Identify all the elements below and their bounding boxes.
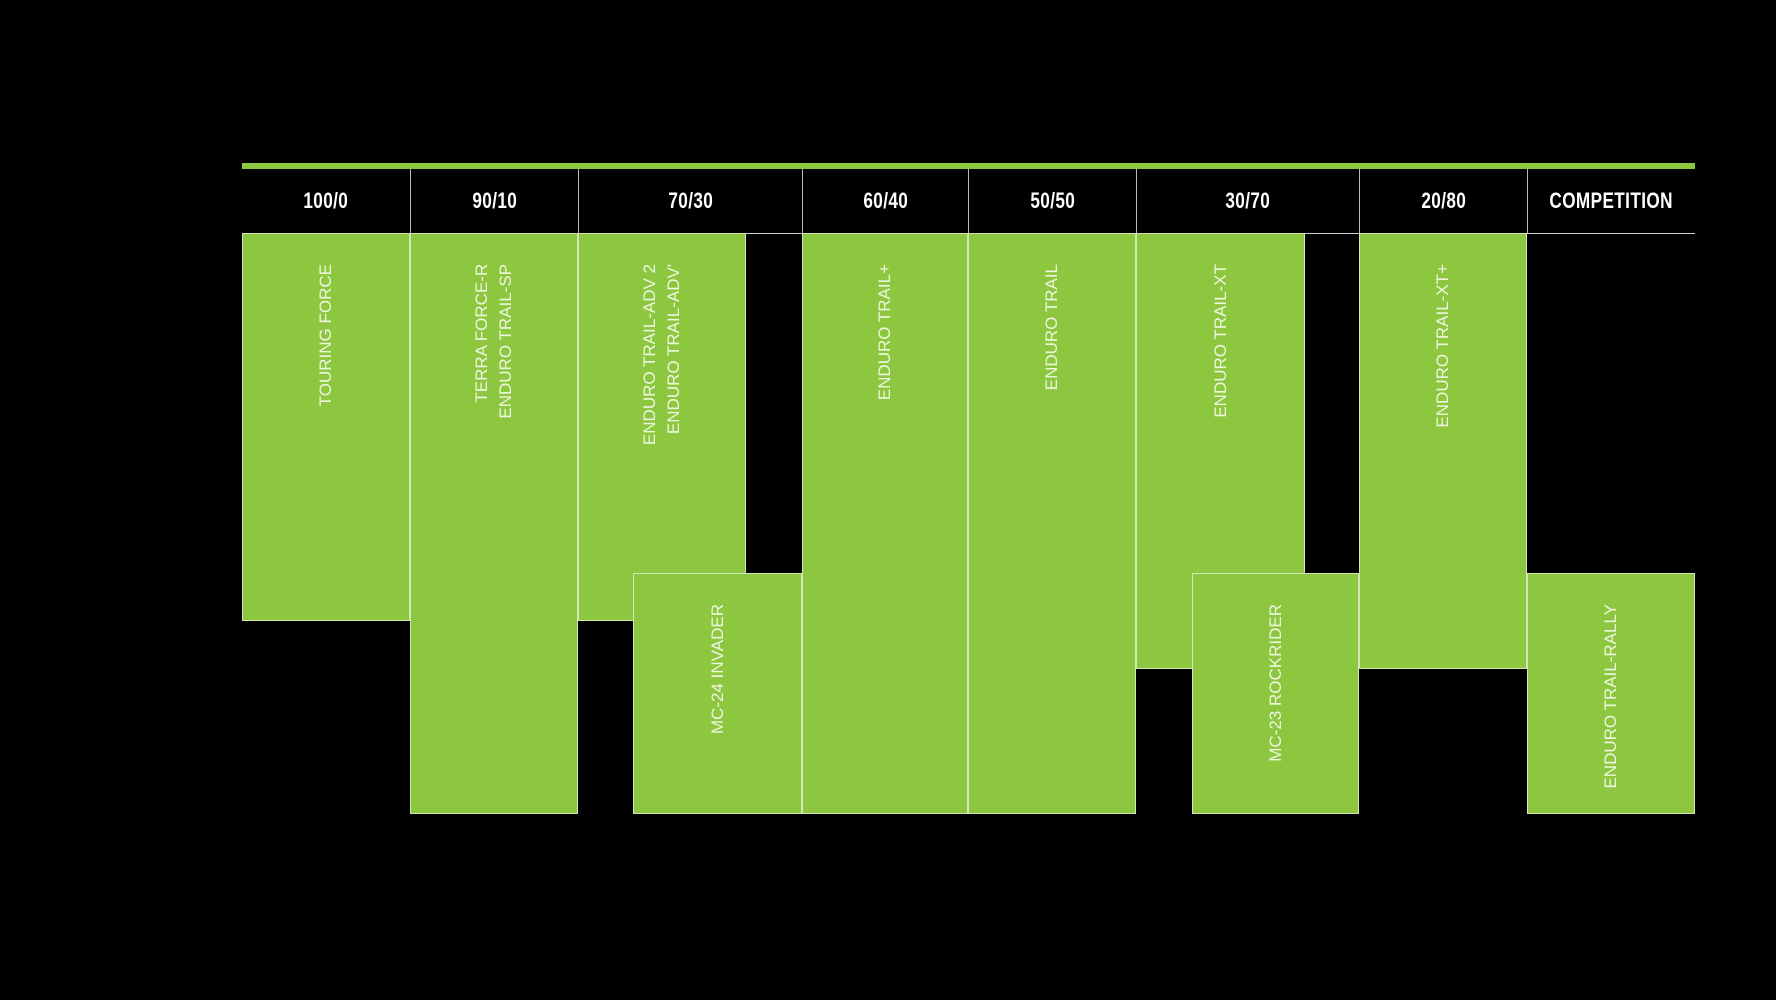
product-enduro-trail-plus: ENDURO TRAIL+ xyxy=(802,233,968,814)
header-30-70: 30/70 xyxy=(1136,169,1359,233)
header-label: 20/80 xyxy=(1421,188,1466,213)
header-label: COMPETITION xyxy=(1549,188,1674,213)
product-label: ENDURO TRAIL-XT+ xyxy=(1433,264,1452,428)
product-mc-23-rockrider: MC-23 ROCKRIDER xyxy=(1192,573,1359,814)
header-70-30: 70/30 xyxy=(578,169,802,233)
product-label: ENDURO TRAIL-XT xyxy=(1210,264,1230,418)
product-label: MC-23 ROCKRIDER xyxy=(1265,604,1285,762)
header-50-50: 50/50 xyxy=(968,169,1136,233)
product-enduro-trail-rally: ENDURO TRAIL-RALLY xyxy=(1527,573,1695,814)
header-label: 70/30 xyxy=(668,188,713,213)
product-mc-24-invader: MC-24 INVADER xyxy=(633,573,802,814)
product-label: ENDURO TRAIL+ xyxy=(875,264,894,401)
header-label: 30/70 xyxy=(1225,188,1271,213)
header-label: 60/40 xyxy=(863,188,908,213)
header-60-40: 60/40 xyxy=(802,169,968,233)
product-label: MC-24 INVADER xyxy=(707,604,727,735)
header-20-80: 20/80 xyxy=(1359,169,1527,233)
product-label: ENDURO TRAIL xyxy=(1042,264,1061,391)
header-100-0: 100/0 xyxy=(242,169,410,233)
product-touring-force: TOURING FORCE xyxy=(242,233,410,621)
header-label: 50/50 xyxy=(1030,188,1075,213)
product-label: ENDURO TRAIL-ADV 2 ENDURO TRAIL-ADV' xyxy=(640,264,683,446)
header-label: 90/10 xyxy=(472,188,517,213)
product-terra-force-r: TERRA FORCE-R ENDURO TRAIL-SP xyxy=(410,233,578,814)
header-label: 100/0 xyxy=(303,188,349,213)
top-accent-bar xyxy=(242,163,1695,169)
product-label: TOURING FORCE xyxy=(316,264,335,407)
product-label: TERRA FORCE-R ENDURO TRAIL-SP xyxy=(472,264,515,419)
product-enduro-trail-xt-plus: ENDURO TRAIL-XT+ xyxy=(1359,233,1527,669)
product-label: ENDURO TRAIL-RALLY xyxy=(1601,604,1620,789)
header-competition: COMPETITION xyxy=(1527,169,1695,233)
header-90-10: 90/10 xyxy=(410,169,578,233)
product-enduro-trail: ENDURO TRAIL xyxy=(968,233,1136,814)
product-enduro-trail-adv: ENDURO TRAIL-ADV 2 ENDURO TRAIL-ADV' xyxy=(578,233,746,621)
